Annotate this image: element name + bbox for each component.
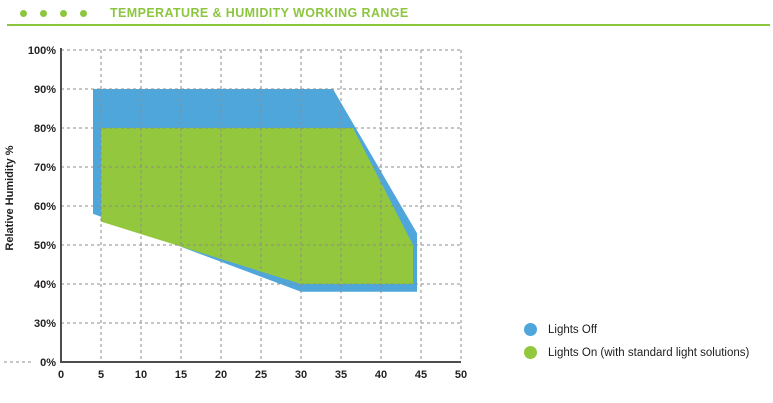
- chart-svg: 100% 90% 80% 70% 60% 50% 40% 30% 0%0 5 10 15 20 25 30 3…: [4, 45, 467, 381]
- legend-label: Lights Off: [548, 323, 598, 336]
- bullet-dot-icon: [20, 10, 27, 17]
- header-rule: [7, 24, 770, 26]
- legend-item-lights-off: Lights Off: [524, 323, 749, 336]
- x-tick-label: 15: [175, 369, 187, 381]
- lights-on-swatch-icon: [524, 346, 537, 359]
- x-tick-label: 30: [295, 369, 307, 381]
- bullet-dots: [20, 10, 87, 17]
- y-tick-label: 100%: [28, 45, 56, 57]
- legend: Lights Off Lights On (with standard ligh…: [524, 323, 749, 359]
- y-tick-label: 50%: [34, 240, 56, 252]
- x-tick-label: 25: [255, 369, 267, 381]
- x-tick-label: 10: [135, 369, 147, 381]
- chart-area: 100% 90% 80% 70% 60% 50% 40% 30% 0% 0 5 10 15 20 25 30 3…: [0, 33, 500, 403]
- y-axis-title: Relative Humidity %: [4, 145, 16, 250]
- y-tick-label: 80%: [34, 123, 56, 135]
- bullet-dot-icon: [40, 10, 47, 17]
- y-tick-label: 90%: [34, 84, 56, 96]
- y-tick-label: 30%: [34, 318, 56, 330]
- y-tick-label: 60%: [34, 201, 56, 213]
- chart-title: TEMPERATURE & HUMIDITY WORKING RANGE: [110, 6, 409, 20]
- legend-label: Lights On (with standard light solutions…: [548, 346, 750, 359]
- x-tick-label: 50: [455, 369, 467, 381]
- bullet-dot-icon: [60, 10, 67, 17]
- section-header: TEMPERATURE & HUMIDITY WORKING RANGE: [0, 0, 773, 26]
- legend-item-lights-on: Lights On (with standard light solutions…: [524, 346, 749, 359]
- x-tick-label: 35: [335, 369, 347, 381]
- lights-off-swatch-icon: [524, 323, 537, 336]
- y-tick-label: 70%: [34, 162, 56, 174]
- y-tick-label: 40%: [34, 279, 56, 291]
- y-tick-label: 0%: [40, 357, 56, 369]
- x-tick-label: 45: [415, 369, 427, 381]
- x-tick-label: 0: [58, 369, 64, 381]
- x-tick-label: 5: [98, 369, 104, 381]
- area-series-1: [101, 128, 413, 284]
- x-tick-label: 20: [215, 369, 227, 381]
- bullet-dot-icon: [80, 10, 87, 17]
- x-tick-label: 40: [375, 369, 387, 381]
